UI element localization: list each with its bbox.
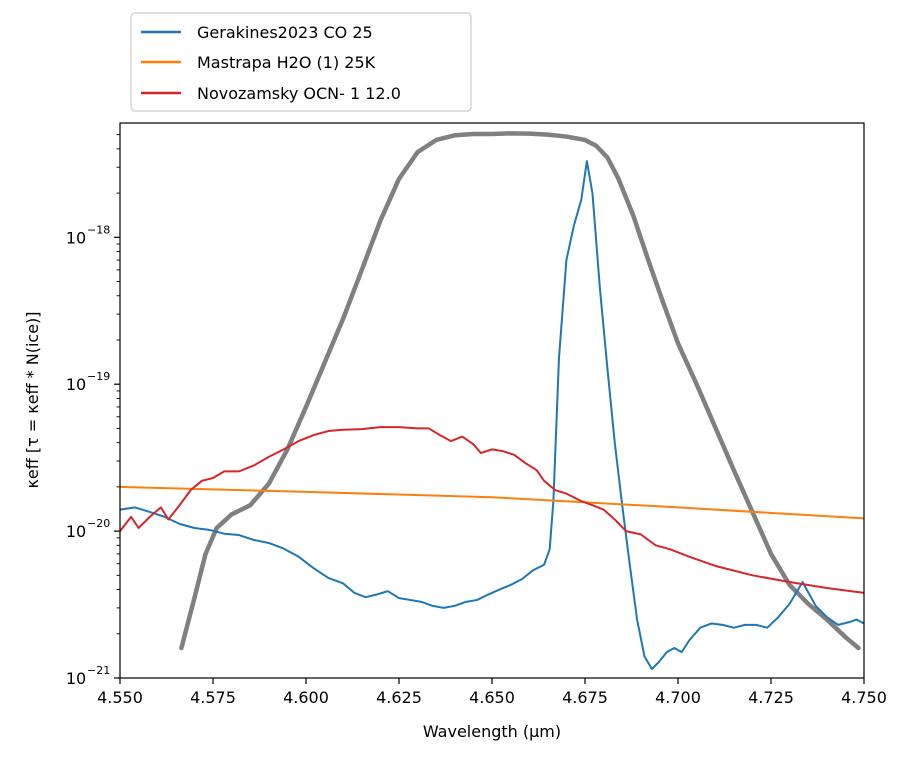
y-tick-label: 10 [66, 375, 86, 394]
y-tick-exponent: −18 [87, 223, 110, 236]
x-tick-label: 4.650 [469, 688, 515, 707]
legend-box [130, 12, 472, 112]
x-tick-label: 4.700 [655, 688, 701, 707]
x-tick-label: 4.600 [283, 688, 329, 707]
legend: Gerakines2023 CO 25 Mastrapa H2O (1) 25K… [130, 12, 472, 112]
series-layer [120, 131, 864, 671]
x-tick-label: 4.750 [841, 688, 887, 707]
y-tick-label: 10 [66, 228, 86, 247]
y-tick-label: 10 [66, 669, 86, 688]
series-line-novozamsky [120, 426, 864, 594]
y-axis-label: κeff [τ = κeff * N(ice)] [23, 311, 42, 488]
x-tick-label: 4.675 [562, 688, 608, 707]
x-tick-label: 4.625 [376, 688, 422, 707]
x-tick-label: 4.725 [748, 688, 794, 707]
y-tick-exponent: −21 [87, 664, 110, 677]
y-tick-exponent: −20 [87, 517, 110, 530]
x-tick-label: 4.550 [97, 688, 143, 707]
y-tick-exponent: −19 [87, 370, 110, 383]
legend-label-mastrapa: Mastrapa H2O (1) 25K [197, 53, 376, 72]
x-axis: 4.550 4.575 4.600 4.625 4.650 4.675 4.700 4.725… [97, 678, 887, 707]
x-axis-label: Wavelength (μm) [423, 722, 561, 741]
transmission-curve [179, 131, 861, 651]
y-tick-label: 10 [66, 522, 86, 541]
legend-label-novozamsky: Novozamsky OCN- 1 12.0 [197, 84, 401, 103]
x-tick-label: 4.575 [190, 688, 236, 707]
series-line-mastrapa [120, 485, 864, 520]
legend-label-gerakines: Gerakines2023 CO 25 [197, 23, 373, 42]
